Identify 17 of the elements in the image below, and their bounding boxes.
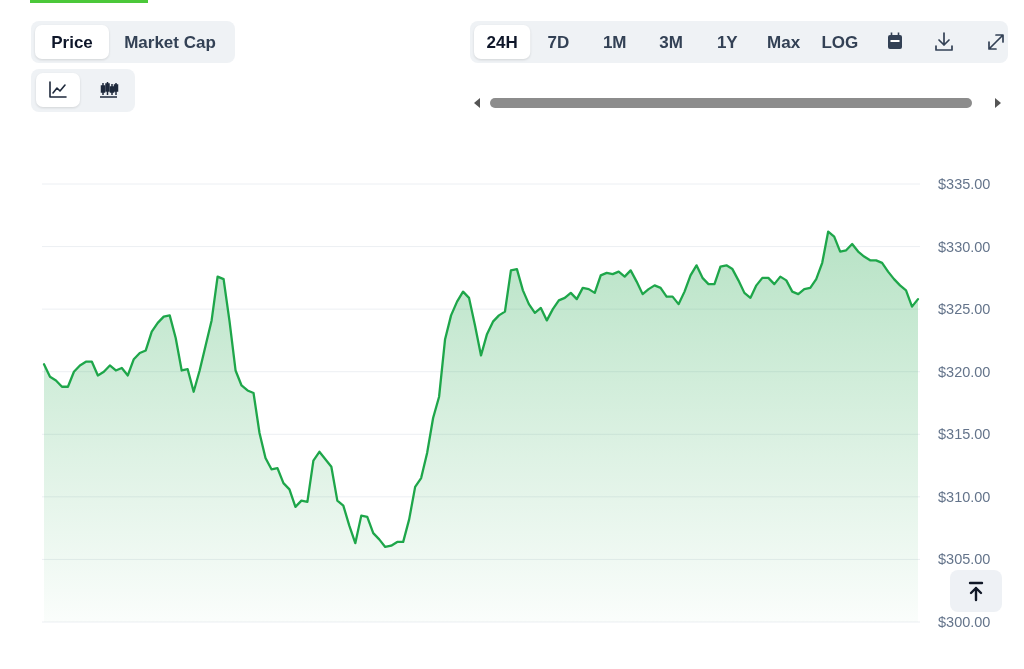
- text: 3M: [659, 32, 683, 52]
- text: Max: [767, 32, 801, 52]
- text: LOG: [821, 32, 859, 52]
- y-tick-label: $315.00: [938, 426, 991, 443]
- y-tick-label: $305.00: [938, 551, 991, 568]
- text: Price: [51, 32, 93, 52]
- y-tick-label: $330.00: [938, 238, 991, 255]
- y-tick-label: $335.00: [938, 176, 991, 192]
- text: 1M: [602, 32, 627, 52]
- y-tick-label: $325.00: [938, 301, 991, 318]
- y-tick-label: $310.00: [938, 488, 991, 505]
- y-tick-label: $320.00: [938, 363, 991, 380]
- text: Market Cap: [124, 32, 216, 52]
- text: 1Y: [716, 32, 739, 52]
- text: 24H: [486, 32, 518, 52]
- y-tick-label: $300.00: [938, 614, 991, 630]
- text: 7D: [547, 32, 570, 52]
